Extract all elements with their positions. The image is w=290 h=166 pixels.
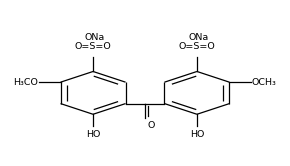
Text: O=S=O: O=S=O xyxy=(75,42,111,51)
Text: ONa: ONa xyxy=(188,33,209,42)
Text: HO: HO xyxy=(86,130,100,139)
Text: OCH₃: OCH₃ xyxy=(252,78,277,87)
Text: HO: HO xyxy=(190,130,204,139)
Text: O=S=O: O=S=O xyxy=(179,42,215,51)
Text: ONa: ONa xyxy=(84,33,105,42)
Text: H₃CO: H₃CO xyxy=(13,78,38,87)
Text: O: O xyxy=(148,121,155,130)
